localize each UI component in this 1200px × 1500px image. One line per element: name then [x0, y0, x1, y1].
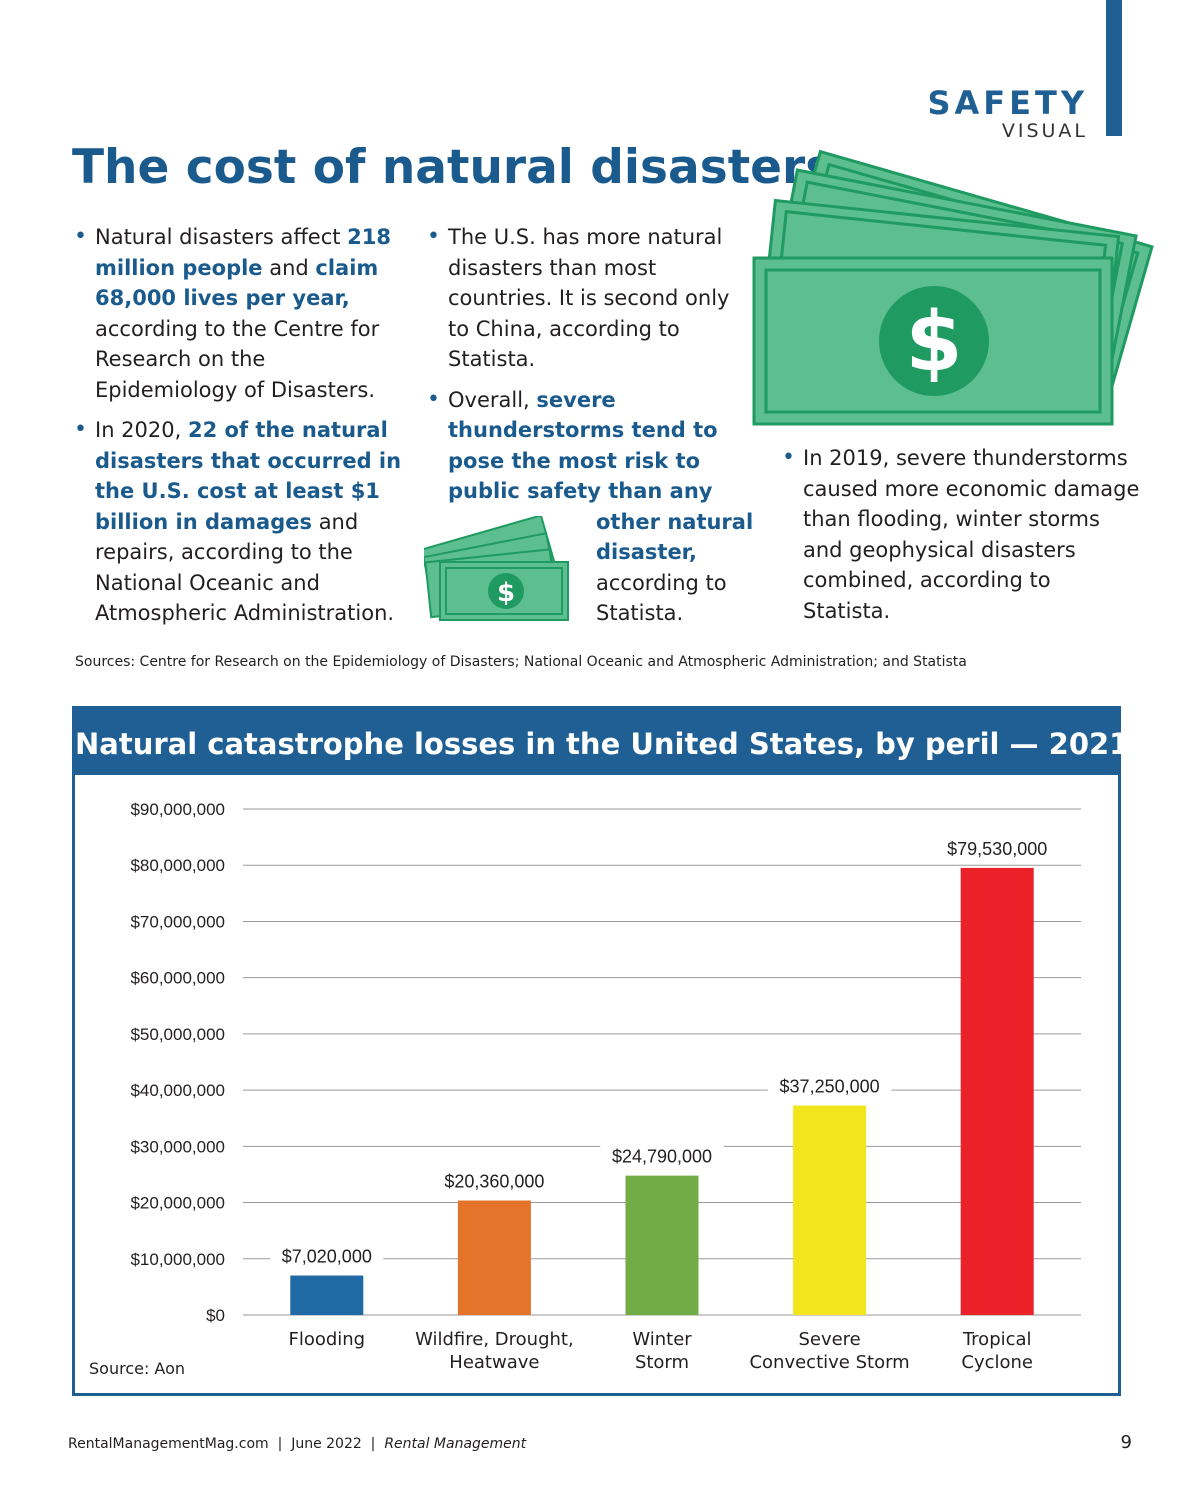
dollar-bills-icon: $ [424, 516, 569, 621]
section-title: SAFETY [927, 84, 1088, 122]
fact-item: In 2020, 22 of the natural disasters tha… [74, 415, 404, 629]
bar [290, 1275, 364, 1315]
highlight-text: severe thunderstorms tend to pose the mo… [448, 387, 718, 504]
section-subtitle: VISUAL [1001, 120, 1088, 142]
data-label: $24,790,000 [612, 1147, 712, 1167]
y-tick-label: $80,000,000 [130, 856, 225, 875]
data-label: $79,530,000 [947, 839, 1047, 859]
bar [625, 1175, 699, 1315]
fact-column-2: The U.S. has more natural disasters than… [427, 222, 753, 629]
fact-item-continued: other natural disaster, according to Sta… [596, 509, 754, 626]
x-tick-label: Storm [635, 1352, 689, 1373]
data-label-bg [270, 1243, 384, 1268]
highlight-text: other natural disaster, [596, 509, 754, 565]
fact-item: Natural disasters affect 218 million peo… [74, 222, 404, 405]
data-label: $7,020,000 [282, 1247, 372, 1267]
bar [960, 867, 1034, 1315]
svg-text:$: $ [905, 295, 962, 390]
y-tick-label: $10,000,000 [130, 1250, 225, 1269]
svg-text:$: $ [497, 578, 515, 608]
y-tick-label: $50,000,000 [130, 1025, 225, 1044]
fact-item: Overall, severe thunderstorms tend to po… [427, 385, 743, 507]
x-tick-label: Cyclone [961, 1352, 1033, 1373]
data-label-bg [935, 835, 1059, 860]
y-tick-label: $0 [206, 1306, 225, 1325]
fact-column-3: In 2019, severe thunderstorms caused mor… [782, 443, 1142, 626]
y-tick-label: $20,000,000 [130, 1194, 225, 1213]
chart-title: Natural catastrophe losses in the United… [75, 727, 1130, 761]
highlight-text: 218 million people [95, 225, 392, 280]
x-tick-label: Winter [632, 1329, 692, 1350]
fact-item: In 2019, severe thunderstorms caused mor… [782, 443, 1142, 626]
y-tick-label: $70,000,000 [130, 912, 225, 931]
bar-chart: Natural catastrophe losses in the United… [72, 706, 1130, 1396]
page-number: 9 [1120, 1432, 1132, 1453]
page-footer: RentalManagementMag.com | June 2022 | Re… [68, 1436, 527, 1452]
dollar-bills-icon: $ [752, 149, 1154, 426]
page-title: The cost of natural disasters [72, 140, 834, 195]
sources-note: Sources: Centre for Research on the Epid… [75, 654, 967, 670]
data-label: $37,250,000 [780, 1077, 880, 1097]
y-tick-label: $30,000,000 [130, 1137, 225, 1156]
data-label: $20,360,000 [444, 1172, 544, 1192]
data-label-bg [432, 1168, 557, 1193]
footer-publication: Rental Management [384, 1436, 527, 1452]
bar [457, 1200, 531, 1315]
fact-column-1: Natural disasters affect 218 million peo… [74, 222, 404, 629]
x-tick-label: Wildfire, Drought, [415, 1329, 574, 1350]
x-tick-label: Flooding [288, 1329, 365, 1350]
bar [793, 1105, 867, 1315]
y-tick-label: $90,000,000 [130, 800, 225, 819]
chart-source: Source: Aon [89, 1359, 186, 1378]
x-tick-label: Heatwave [449, 1352, 539, 1373]
footer-site: RentalManagementMag.com [68, 1436, 269, 1452]
x-tick-label: Convective Storm [749, 1352, 909, 1373]
y-tick-label: $60,000,000 [130, 969, 225, 988]
data-label-bg [767, 1073, 892, 1098]
x-tick-label: Severe [798, 1329, 860, 1350]
chart-header [75, 709, 1118, 775]
highlight-text: 22 of the natural disasters that occurre… [95, 418, 402, 534]
data-label-bg [600, 1143, 724, 1168]
y-tick-label: $40,000,000 [130, 1081, 225, 1100]
x-tick-label: Tropical [962, 1329, 1032, 1350]
chart-plot: $0 $10,000,000 $20,000,000 $30,000,000 $40,0… [130, 800, 1081, 1373]
footer-date: June 2022 [291, 1436, 362, 1452]
highlight-text: claim 68,000 lives per year, [95, 255, 379, 311]
section-accent-bar [1106, 0, 1122, 136]
fact-item: The U.S. has more natural disasters than… [427, 222, 738, 375]
